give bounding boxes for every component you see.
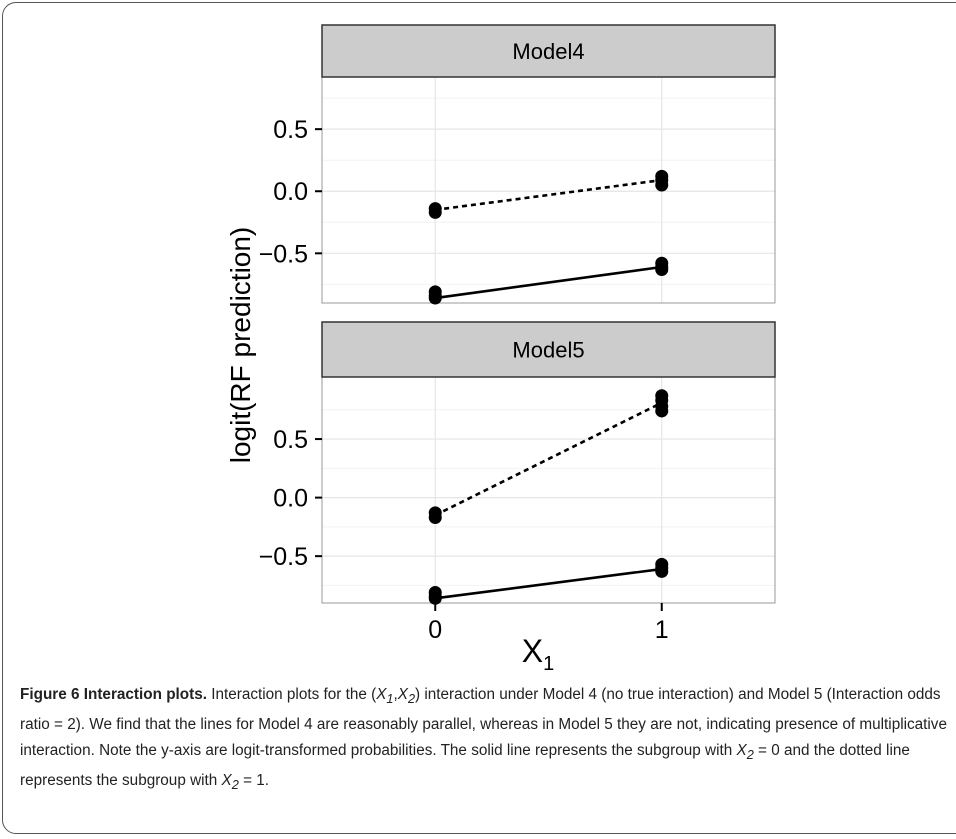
series-line-solid <box>435 567 662 600</box>
data-point <box>655 404 669 418</box>
interaction-plot: Model4 0.5 0.0 −0.5 Model5 0.5 0.0 −0.5 logit(R… <box>225 24 776 675</box>
strip-label: Model4 <box>512 39 584 64</box>
data-point <box>655 564 669 578</box>
series-line-dotted <box>434 401 663 517</box>
x-tick-label: 0 <box>428 616 442 644</box>
data-point <box>428 511 442 525</box>
y-tick-label: −0.5 <box>259 240 308 268</box>
strip-box <box>321 321 776 378</box>
figure-caption: Figure 6 Interaction plots. Interaction … <box>20 686 947 793</box>
y-tick-label: 0.5 <box>273 116 308 144</box>
strip-label: Model5 <box>512 338 584 363</box>
x-tick-label: 1 <box>655 616 669 644</box>
caption-text: Interaction plots for the ( <box>206 686 377 703</box>
y-tick-label: 0.5 <box>273 426 308 454</box>
panel-background <box>322 377 775 603</box>
y-tick-label: 0.0 <box>273 485 308 513</box>
data-point <box>655 262 669 276</box>
strip-box <box>321 24 776 78</box>
series-line-solid <box>435 265 662 300</box>
x-axis-label: X1 <box>522 633 554 675</box>
data-point <box>428 291 442 305</box>
y-axis-label: logit(RF prediction) <box>225 227 256 464</box>
series-line-dotted <box>435 178 662 212</box>
caption-label: Figure 6 Interaction plots. <box>20 686 207 703</box>
data-point <box>428 591 442 605</box>
y-axis-title: logit(RF prediction) <box>225 227 256 464</box>
y-tick-label: 0.0 <box>273 178 308 206</box>
panel-model5: Model5 0.5 0.0 −0.5 <box>259 321 776 605</box>
data-point <box>428 205 442 219</box>
panel-background <box>322 77 775 303</box>
panel-model4: Model4 0.5 0.0 −0.5 <box>259 24 776 305</box>
y-tick-label: −0.5 <box>259 543 308 571</box>
data-point <box>655 178 669 192</box>
